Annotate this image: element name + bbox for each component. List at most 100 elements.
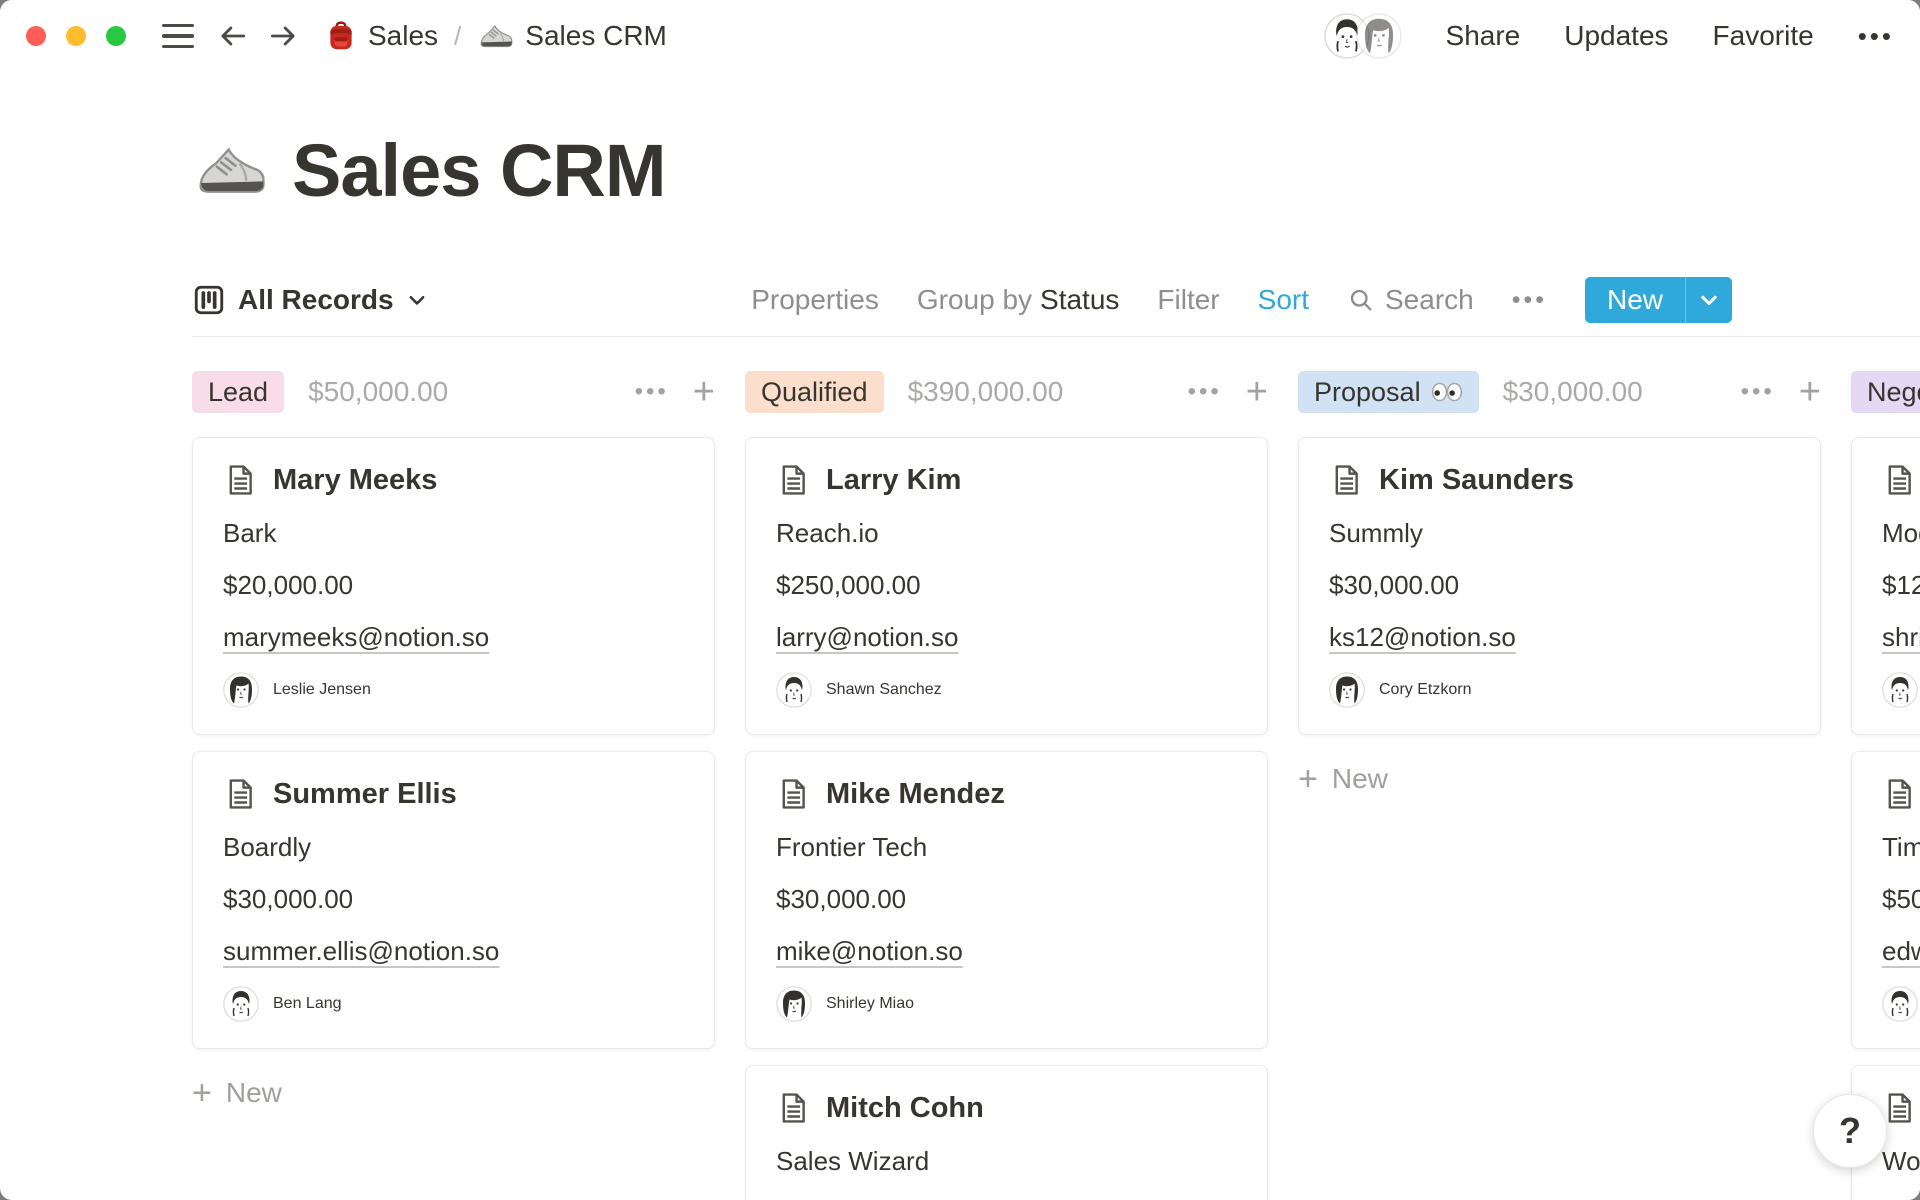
help-button[interactable]: ? <box>1813 1094 1887 1168</box>
card-company: Reach.io <box>776 518 879 548</box>
card-person: Leslie Jensen <box>273 681 371 698</box>
person-avatar <box>223 986 259 1022</box>
card-title: Larry Kim <box>826 463 962 496</box>
card-person: Shawn Sanchez <box>826 681 942 698</box>
view-switcher[interactable]: All Records <box>192 283 428 317</box>
card-amount: $25,0 <box>1882 1198 1920 1200</box>
page-icon <box>1329 463 1363 497</box>
page-icon <box>223 463 257 497</box>
column-more-icon[interactable]: ••• <box>1740 378 1775 405</box>
page-icon <box>776 777 810 811</box>
minimize-button[interactable] <box>66 26 86 46</box>
status-label: Lead <box>208 376 269 407</box>
card-amount: $30,000.00 <box>1329 570 1460 600</box>
sort-button[interactable]: Sort <box>1257 284 1309 315</box>
card-email-link[interactable]: larry@notion.so <box>776 622 959 652</box>
person-avatar <box>1882 986 1918 1022</box>
card-email-link[interactable]: summer.ellis@notion.so <box>223 936 500 966</box>
page-icon <box>1882 1091 1916 1125</box>
new-button-caret[interactable] <box>1686 277 1732 323</box>
sidebar-menu-icon[interactable] <box>162 23 194 49</box>
group-by-value: Status <box>1040 284 1120 315</box>
status-badge[interactable]: Qualified <box>745 371 884 413</box>
card-title: Mike Mendez <box>826 777 1005 810</box>
card-email-link[interactable]: ks12@notion.so <box>1329 622 1516 652</box>
updates-button[interactable]: Updates <box>1564 20 1669 51</box>
page-icon <box>776 463 810 497</box>
column-more-icon[interactable]: ••• <box>1187 378 1222 405</box>
card-person: Shirley Miao <box>826 995 915 1012</box>
new-button[interactable]: New <box>1584 277 1732 323</box>
card-title: Mary Meeks <box>273 463 438 496</box>
share-button[interactable]: Share <box>1445 20 1521 51</box>
card-amount: $125, <box>1882 570 1920 600</box>
card-summer-ellis[interactable]: Summer Ellis Boardly $30,000.00 summer.e… <box>192 751 715 1049</box>
card-company: Summly <box>1329 518 1423 548</box>
card-partial-2[interactable]: E Tims $50, edwi H <box>1851 751 1920 1049</box>
toolbar-divider <box>192 336 1920 337</box>
column-more-icon[interactable]: ••• <box>634 378 669 405</box>
person-avatar <box>776 986 812 1022</box>
card-title: Mitch Cohn <box>826 1091 984 1124</box>
favorite-button[interactable]: Favorite <box>1712 20 1814 51</box>
more-options-icon[interactable]: ••• <box>1857 20 1894 51</box>
column-negotiation: Negotiation S Mode $125, shria E <box>1851 371 1920 1200</box>
breadcrumb-item-sales-crm[interactable]: Sales CRM <box>477 17 667 55</box>
status-badge[interactable]: Negotiation <box>1851 371 1920 413</box>
add-card-button[interactable]: + New <box>192 1073 715 1113</box>
card-kim-saunders[interactable]: Kim Saunders Summly $30,000.00 ks12@noti… <box>1298 437 1821 735</box>
new-button-label: New <box>1606 284 1663 315</box>
card-amount: $50, <box>1882 884 1920 914</box>
breadcrumb-label: Sales CRM <box>525 20 667 51</box>
person-avatar <box>1882 672 1918 708</box>
window-controls <box>26 26 126 46</box>
card-mike-mendez[interactable]: Mike Mendez Frontier Tech $30,000.00 mik… <box>745 751 1268 1049</box>
card-person: Cory Etzkorn <box>1379 681 1472 698</box>
column-add-icon[interactable]: + <box>1245 371 1268 413</box>
forward-button[interactable] <box>268 21 298 51</box>
search-button[interactable]: Search <box>1347 284 1474 316</box>
card-company: Won <box>1882 1146 1920 1176</box>
column-total: $30,000.00 <box>1502 376 1643 407</box>
view-toolbar: All Records Properties Group by Status Fi… <box>192 276 1920 324</box>
card-email-link[interactable]: marymeeks@notion.so <box>223 622 490 652</box>
group-by-button[interactable]: Group by Status <box>917 284 1120 316</box>
properties-button[interactable]: Properties <box>751 284 879 315</box>
back-button[interactable] <box>218 21 248 51</box>
plus-icon: + <box>192 1074 212 1112</box>
add-card-button[interactable]: + New <box>1298 759 1821 799</box>
filter-button[interactable]: Filter <box>1157 284 1220 315</box>
card-amount: $20,000.00 <box>223 570 354 600</box>
topbar: Sales / Sales CRM Share Updates Favorite… <box>0 0 1920 72</box>
close-button[interactable] <box>26 26 46 46</box>
view-more-icon[interactable]: ••• <box>1511 285 1547 314</box>
board-view-icon <box>192 283 226 317</box>
card-amount: $30,000.00 <box>776 884 907 914</box>
breadcrumb-item-sales[interactable]: Sales <box>324 19 438 53</box>
collaborator-avatars[interactable] <box>1324 13 1402 59</box>
column-add-icon[interactable]: + <box>1798 371 1821 413</box>
card-company: Sales Wizard <box>776 1146 930 1176</box>
backpack-icon <box>324 19 358 53</box>
breadcrumb-separator: / <box>454 20 462 51</box>
card-larry-kim[interactable]: Larry Kim Reach.io $250,000.00 larry@not… <box>745 437 1268 735</box>
column-add-icon[interactable]: + <box>692 371 715 413</box>
chevron-down-icon <box>1698 289 1720 311</box>
page-icon-sneaker[interactable] <box>192 131 270 209</box>
card-email-link[interactable]: mike@notion.so <box>776 936 963 966</box>
page-icon <box>1882 463 1916 497</box>
card-partial-1[interactable]: S Mode $125, shria E <box>1851 437 1920 735</box>
card-amount: $30,000.00 <box>223 884 354 914</box>
search-icon <box>1347 286 1375 314</box>
card-company: Frontier Tech <box>776 832 928 862</box>
column-lead: Lead $50,000.00 ••• + Mary Meeks Bark $2… <box>192 371 715 1200</box>
card-email-link[interactable]: shria <box>1882 622 1920 652</box>
card-mary-meeks[interactable]: Mary Meeks Bark $20,000.00 marymeeks@not… <box>192 437 715 735</box>
zoom-button[interactable] <box>106 26 126 46</box>
status-badge[interactable]: Proposal <box>1298 371 1479 413</box>
person-avatar <box>223 672 259 708</box>
card-mitch-cohn[interactable]: Mitch Cohn Sales Wizard $110,000.00 mitc… <box>745 1065 1268 1200</box>
status-badge[interactable]: Lead <box>192 371 285 413</box>
card-email-link[interactable]: edwi <box>1882 936 1920 966</box>
